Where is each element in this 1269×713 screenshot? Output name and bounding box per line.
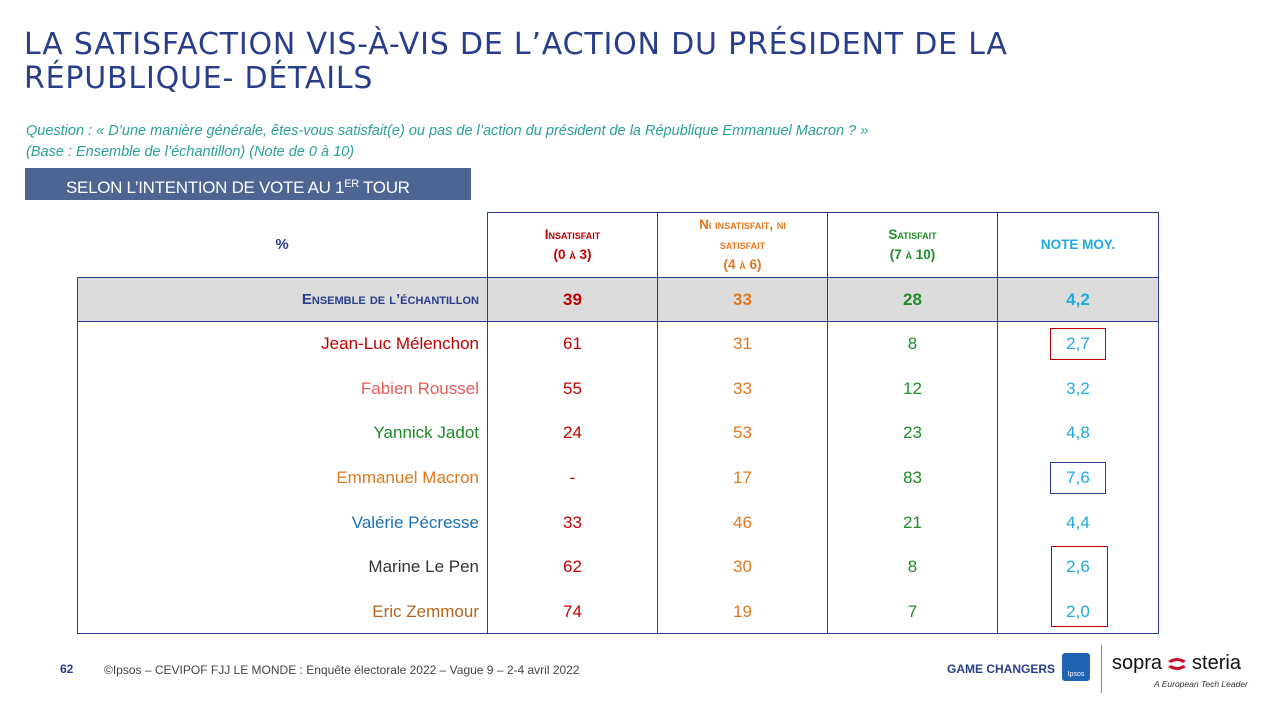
cell-satisfait: 21 [903, 512, 922, 532]
corner-label: % [275, 236, 289, 253]
row-label: Marine Le Pen [368, 557, 479, 577]
cell-ni: 46 [733, 512, 752, 532]
sopra-steria-mark-icon [1166, 655, 1188, 673]
cell-satisfait: 23 [903, 423, 922, 443]
col-divider-1 [487, 212, 488, 634]
cell-note: 4,8 [1066, 423, 1090, 443]
ipsos-logo-text: Ipsos [1067, 671, 1085, 678]
cell-insatisfait: 24 [563, 423, 582, 443]
game-changers-label: GAME CHANGERS [947, 662, 1056, 676]
header-separator [77, 277, 1158, 278]
logo-separator [1101, 645, 1102, 693]
banner-sup: ER [344, 178, 359, 190]
cell-satisfait: 7 [907, 601, 918, 621]
footer-source: ©Ipsos – CEVIPOF FJJ LE MONDE : Enquête … [104, 663, 580, 677]
cell-satisfait: 8 [907, 557, 918, 577]
cell-note: 4,4 [1066, 512, 1090, 532]
total-row-bg [77, 278, 1158, 321]
steria-text: steria [1192, 652, 1241, 674]
total-satisfait: 28 [903, 289, 922, 309]
row-label: Fabien Roussel [360, 378, 479, 398]
highlighted-note: 7,6 [1050, 462, 1106, 495]
row-label: Yannick Jadot [373, 423, 479, 443]
cell-note: 3,2 [1066, 378, 1090, 398]
col-divider-3 [827, 212, 828, 634]
header-note-moy-label: NOTE MOY. [1040, 236, 1116, 252]
col-divider-4 [997, 212, 998, 634]
cell-insatisfait: 55 [563, 378, 582, 398]
cell-insatisfait: 62 [563, 557, 582, 577]
cell-insatisfait: - [569, 468, 576, 488]
table-border-left [77, 277, 78, 634]
header-satisfait-label: Satisfait [888, 226, 937, 242]
header-ni: Ni insatisfait, ni satisfait (4 à 6) [658, 212, 827, 277]
cell-ni: 17 [733, 468, 752, 488]
cell-insatisfait: 61 [563, 334, 582, 354]
table-border-top [487, 212, 1158, 213]
cell-note: 7,6 [998, 456, 1158, 501]
cell-satisfait: 12 [903, 378, 922, 398]
row-label: Valérie Pécresse [351, 512, 479, 532]
question-line: Question : « D’une manière générale, ête… [26, 123, 869, 139]
row-label: Emmanuel Macron [336, 468, 479, 488]
header-ni-label: Ni insatisfait, ni [699, 216, 786, 232]
banner-tail: TOUR [358, 178, 410, 197]
cell-ni: 19 [733, 601, 752, 621]
cell-ni: 53 [733, 423, 752, 443]
total-separator [77, 321, 1158, 322]
total-note: 4,2 [1066, 289, 1090, 309]
header-satisfait-range: (7 à 10) [889, 246, 936, 262]
sopra-text: sopra [1112, 652, 1163, 674]
banner-text: SELON L’INTENTION DE VOTE AU 1 [66, 178, 345, 197]
total-row-label: Ensemble de l’échantillon [301, 291, 479, 308]
cell-note: 2,6 [1066, 557, 1090, 577]
cell-ni: 33 [733, 378, 752, 398]
cell-insatisfait: 33 [563, 512, 582, 532]
section-banner: SELON L’INTENTION DE VOTE AU 1ER TOUR [25, 168, 471, 200]
total-ni: 33 [733, 289, 752, 309]
col-divider-2 [657, 212, 658, 634]
table-border-right [1158, 212, 1159, 634]
row-label: Jean-Luc Mélenchon [321, 334, 479, 354]
header-ni-range: (4 à 6) [723, 256, 762, 272]
header-satisfait: Satisfait (7 à 10) [828, 212, 997, 277]
header-insatisfait-label: Insatisfait [544, 226, 601, 242]
header-insatisfait: Insatisfait (0 à 3) [488, 212, 657, 277]
page-title: LA SATISFACTION VIS-À-VIS DE L’ACTION DU… [24, 27, 1008, 96]
cell-ni: 30 [733, 557, 752, 577]
total-insatisfait: 39 [563, 289, 582, 309]
row-label: Eric Zemmour [372, 601, 479, 621]
base-line: (Base : Ensemble de l’échantillon) (Note… [26, 144, 355, 160]
table-border-bottom [77, 633, 1158, 634]
low-score-highlight-box [1051, 546, 1108, 627]
cell-note: 2,7 [998, 322, 1158, 367]
cell-insatisfait: 74 [563, 601, 582, 621]
header-note-moy: NOTE MOY. [998, 212, 1158, 277]
page-number: 62 [60, 662, 74, 676]
cell-ni: 31 [733, 334, 752, 354]
question-text: Question : « D’une manière générale, ête… [26, 121, 1126, 163]
highlighted-note: 2,7 [1050, 328, 1106, 361]
header-insatisfait-range: (0 à 3) [553, 246, 592, 262]
tagline: A European Tech Leader [1154, 679, 1248, 689]
cell-satisfait: 8 [907, 334, 918, 354]
ipsos-logo: Ipsos [1062, 653, 1090, 681]
cell-note: 2,0 [1066, 601, 1090, 621]
header-ni-label2: satisfait [719, 236, 766, 252]
cell-satisfait: 83 [903, 468, 922, 488]
sopra-steria-logo: sopra steria [1112, 652, 1241, 675]
